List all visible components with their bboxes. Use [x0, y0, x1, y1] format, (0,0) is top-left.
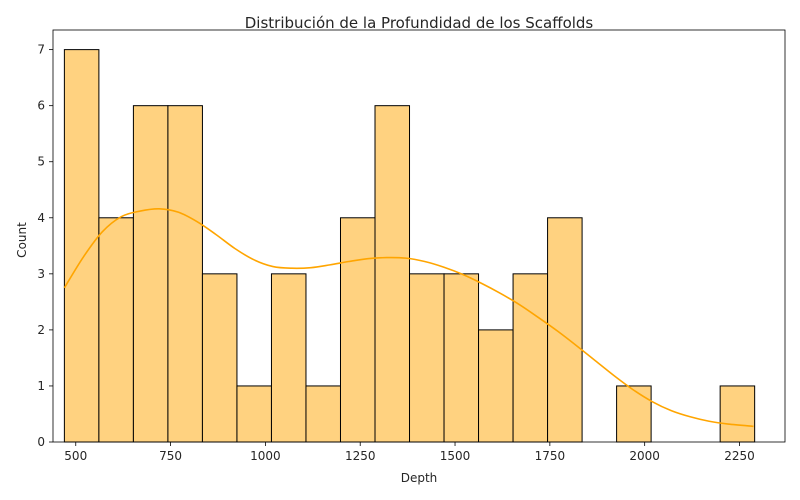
y-tick-label: 5 [37, 155, 45, 169]
y-tick-label: 6 [37, 99, 45, 113]
x-tick-label: 1500 [440, 449, 471, 463]
histogram-bar [478, 329, 514, 443]
kde-line [63, 208, 754, 428]
y-axis-ticks: 0 1 2 3 4 5 6 7 [37, 43, 53, 449]
histogram-bar [374, 105, 411, 443]
histogram-bars [63, 49, 756, 443]
histogram-bar [339, 217, 376, 443]
histogram-bar [98, 217, 134, 443]
x-tick-label: 2000 [629, 449, 660, 463]
histogram-bar [132, 105, 169, 443]
x-axis-label: Depth [401, 471, 438, 485]
histogram-bar [305, 385, 341, 443]
x-axis-ticks: 500 750 1000 1250 1500 1750 2000 2250 [64, 442, 755, 463]
histogram-bar [547, 217, 583, 443]
histogram-bar [512, 273, 549, 443]
x-tick-label: 500 [64, 449, 87, 463]
x-tick-label: 1000 [250, 449, 281, 463]
histogram-bar [409, 273, 445, 443]
histogram-bar [616, 385, 652, 443]
histogram-bar [719, 385, 756, 443]
histogram-bar [443, 273, 480, 443]
y-tick-label: 2 [37, 323, 45, 337]
plot-frame [52, 29, 786, 443]
histogram-bar [236, 385, 272, 443]
x-tick-label: 2250 [724, 449, 755, 463]
histogram-bar [63, 49, 100, 443]
y-tick-label: 0 [37, 435, 45, 449]
y-tick-label: 4 [37, 211, 45, 225]
y-tick-label: 1 [37, 379, 45, 393]
histogram-bar [201, 273, 238, 443]
y-tick-label: 3 [37, 267, 45, 281]
x-tick-label: 1250 [345, 449, 376, 463]
y-axis-label: Count [15, 222, 29, 258]
chart-title: Distribución de la Profundidad de los Sc… [245, 14, 594, 32]
histogram-bar [167, 105, 203, 443]
y-tick-label: 7 [37, 43, 45, 57]
x-tick-label: 1750 [535, 449, 566, 463]
x-tick-label: 750 [159, 449, 182, 463]
histogram-bar [270, 273, 307, 443]
